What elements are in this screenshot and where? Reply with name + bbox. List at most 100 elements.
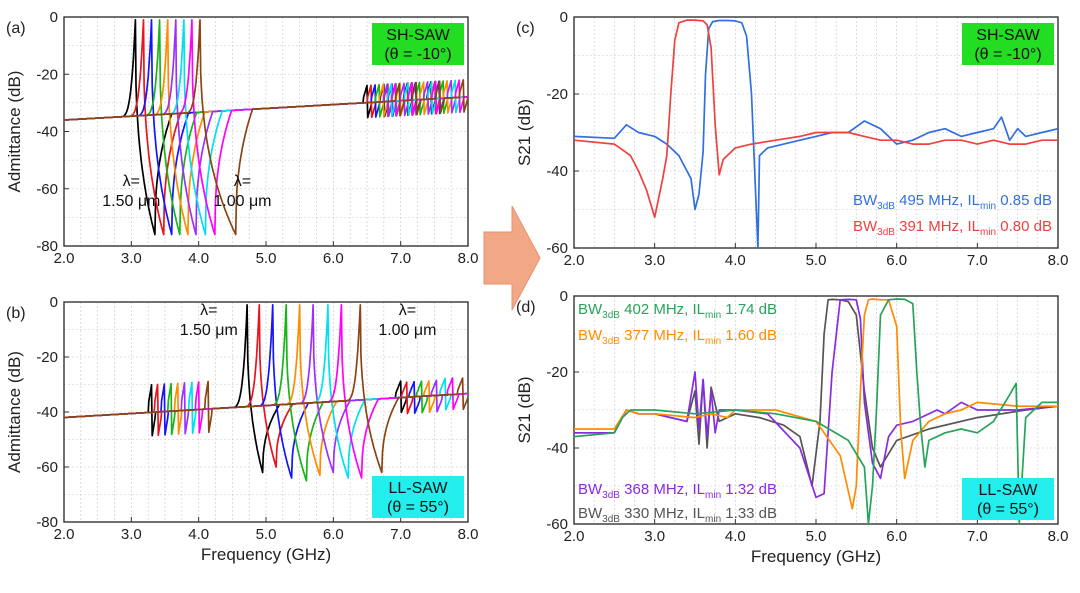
badge-background bbox=[962, 23, 1054, 65]
panel-label: (a) bbox=[6, 20, 26, 37]
x-tick-label: 8.0 bbox=[1048, 528, 1069, 545]
x-tick-label: 4.0 bbox=[188, 250, 209, 267]
y-tick-label: -80 bbox=[36, 238, 58, 255]
filter-series bbox=[574, 19, 1058, 248]
y-tick-label: 0 bbox=[560, 9, 568, 26]
y-tick-label: -20 bbox=[36, 349, 58, 366]
arrow-right-icon bbox=[483, 205, 541, 311]
bandwidth-legend: BW3dB 495 MHz, ILmin 0.85 dB BW3dB 391 MH… bbox=[853, 192, 1052, 238]
bandwidth-text: BW3dB 402 MHz, ILmin 1.74 dB bbox=[578, 301, 777, 321]
y-tick-label: 0 bbox=[50, 294, 58, 311]
mode-badge: SH-SAW (θ = -10°) bbox=[962, 23, 1054, 65]
x-tick-label: 5.0 bbox=[256, 526, 277, 543]
y-tick-label: -60 bbox=[36, 459, 58, 476]
y-tick-label: -20 bbox=[36, 66, 58, 83]
annotation-label: λ= bbox=[234, 173, 251, 190]
plot-area bbox=[64, 303, 468, 482]
annotation-value: 1.50 μm bbox=[180, 322, 238, 339]
x-tick-label: 3.0 bbox=[644, 252, 665, 269]
wavelength-annotation: λ= 1.50 μm bbox=[102, 173, 160, 210]
y-tick-label: -60 bbox=[546, 516, 568, 533]
x-tick-label: 8.0 bbox=[1048, 252, 1069, 269]
x-tick-label: 2.0 bbox=[54, 250, 75, 267]
x-tick-label: 7.0 bbox=[967, 252, 988, 269]
x-tick-label: 8.0 bbox=[458, 250, 479, 267]
x-tick-label: 4.0 bbox=[725, 252, 746, 269]
x-tick-label: 3.0 bbox=[644, 528, 665, 545]
panel-c: 2.0 3.0 4.0 5.0 6.0 7.0 8.0 0 -20 -40 -60 S21 (dB) (… bbox=[515, 9, 1068, 269]
series-line bbox=[574, 298, 1058, 524]
x-tick-label: 4.0 bbox=[725, 528, 746, 545]
y-tick-label: -40 bbox=[36, 124, 58, 141]
y-axis-label: Admittance (dB) bbox=[5, 351, 24, 473]
plot-area bbox=[574, 298, 1058, 524]
panel-d: 2.0 3.0 4.0 5.0 6.0 7.0 8.0 0 -20 -40 -60 S21 (dB) F… bbox=[515, 288, 1068, 566]
y-tick-label: -40 bbox=[546, 440, 568, 457]
x-tick-label: 2.0 bbox=[564, 252, 585, 269]
y-axis-label: Admittance (dB) bbox=[5, 71, 24, 193]
badge-background bbox=[372, 23, 464, 65]
x-tick-label: 5.0 bbox=[806, 528, 827, 545]
x-tick-label: 5.0 bbox=[806, 252, 827, 269]
mode-badge: LL-SAW (θ = 55°) bbox=[372, 476, 464, 518]
badge-angle: (θ = 55°) bbox=[387, 499, 449, 516]
x-tick-label: 2.0 bbox=[54, 526, 75, 543]
badge-background bbox=[372, 476, 464, 518]
panel-a: 2.0 3.0 4.0 5.0 6.0 7.0 8.0 0 -20 -40 -60 -80 Admitt… bbox=[5, 9, 478, 267]
series-line bbox=[574, 298, 1058, 510]
badge-mode: LL-SAW bbox=[389, 480, 449, 497]
badge-angle: (θ = -10°) bbox=[384, 46, 451, 63]
bandwidth-legend: BW3dB 402 MHz, ILmin 1.74 dB BW3dB 377 MH… bbox=[578, 301, 777, 525]
plot-area bbox=[574, 19, 1058, 248]
admittance-series bbox=[64, 303, 468, 482]
y-tick-label: 0 bbox=[50, 9, 58, 26]
annotation-label: λ= bbox=[399, 302, 416, 319]
badge-background bbox=[962, 478, 1054, 520]
x-tick-label: 7.0 bbox=[390, 250, 411, 267]
panel-label: (d) bbox=[516, 299, 536, 316]
annotation-value: 1.00 μm bbox=[378, 322, 436, 339]
y-tick-label: -20 bbox=[546, 364, 568, 381]
badge-mode: SH-SAW bbox=[386, 27, 450, 44]
x-tick-label: 3.0 bbox=[121, 526, 142, 543]
admittance-series bbox=[64, 19, 468, 236]
annotation-value: 1.50 μm bbox=[102, 193, 160, 210]
mode-badge: SH-SAW (θ = -10°) bbox=[372, 23, 464, 65]
y-tick-label: -40 bbox=[546, 163, 568, 180]
badge-mode: SH-SAW bbox=[976, 27, 1040, 44]
y-tick-label: -40 bbox=[36, 404, 58, 421]
x-tick-label: 3.0 bbox=[121, 250, 142, 267]
x-tick-label: 2.0 bbox=[564, 528, 585, 545]
plot-area bbox=[64, 19, 468, 236]
wavelength-annotation: λ= 1.50 μm bbox=[180, 302, 238, 339]
y-axis-label: S21 (dB) bbox=[515, 99, 534, 166]
annotation-label: λ= bbox=[200, 302, 217, 319]
mode-badge: LL-SAW (θ = 55°) bbox=[962, 478, 1054, 520]
wavelength-annotation: λ= 1.00 μm bbox=[213, 173, 271, 210]
x-tick-label: 4.0 bbox=[188, 526, 209, 543]
x-tick-label: 8.0 bbox=[458, 526, 479, 543]
y-tick-label: -20 bbox=[546, 86, 568, 103]
bandwidth-text: BW3dB 391 MHz, ILmin 0.80 dB bbox=[853, 218, 1052, 238]
badge-angle: (θ = -10°) bbox=[974, 46, 1041, 63]
panel-label: (b) bbox=[6, 305, 26, 322]
y-tick-label: -60 bbox=[36, 181, 58, 198]
wavelength-annotation: λ= 1.00 μm bbox=[378, 302, 436, 339]
filter-series bbox=[574, 298, 1058, 524]
bandwidth-text: BW3dB 368 MHz, ILmin 1.32 dB bbox=[578, 481, 777, 501]
bandwidth-text: BW3dB 495 MHz, ILmin 0.85 dB bbox=[853, 192, 1052, 212]
x-tick-label: 7.0 bbox=[390, 526, 411, 543]
x-tick-label: 6.0 bbox=[323, 250, 344, 267]
x-tick-label: 6.0 bbox=[886, 252, 907, 269]
panel-b: 2.0 3.0 4.0 5.0 6.0 7.0 8.0 0 -20 -40 -60 -80 Admitt… bbox=[5, 294, 478, 564]
x-tick-label: 6.0 bbox=[323, 526, 344, 543]
x-axis-label: Frequency (GHz) bbox=[201, 545, 331, 564]
badge-angle: (θ = 55°) bbox=[977, 501, 1039, 518]
x-tick-label: 6.0 bbox=[886, 528, 907, 545]
series-line bbox=[64, 303, 468, 474]
y-tick-label: -60 bbox=[546, 240, 568, 257]
x-tick-label: 5.0 bbox=[256, 250, 277, 267]
badge-mode: LL-SAW bbox=[979, 482, 1039, 499]
bandwidth-text: BW3dB 330 MHz, ILmin 1.33 dB bbox=[578, 505, 777, 525]
